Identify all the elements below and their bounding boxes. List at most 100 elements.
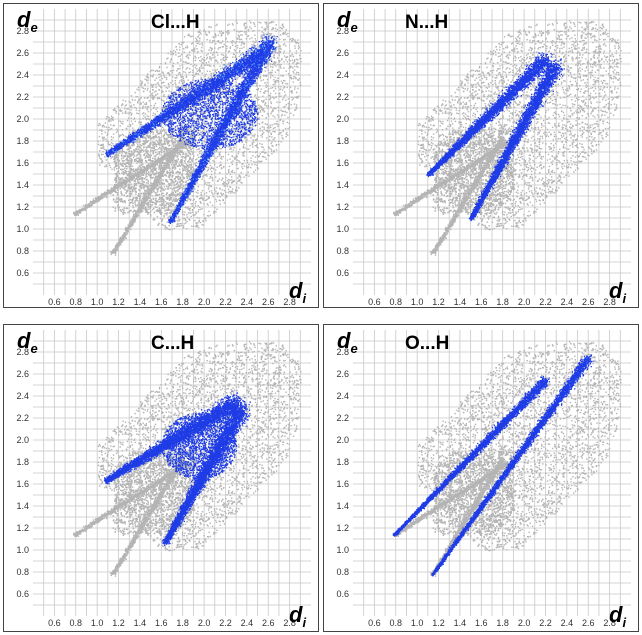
data-point xyxy=(166,134,167,135)
data-point xyxy=(115,210,116,211)
data-point xyxy=(181,156,182,157)
data-point xyxy=(149,144,150,145)
data-point xyxy=(191,159,192,160)
y-tick-label: 2.4 xyxy=(16,70,29,80)
data-point xyxy=(139,186,140,187)
data-point xyxy=(187,178,188,179)
data-point xyxy=(189,176,190,177)
data-point xyxy=(144,140,145,141)
data-point xyxy=(175,140,176,141)
y-tick-label: 1.4 xyxy=(16,180,29,190)
data-point xyxy=(277,78,278,79)
data-point xyxy=(145,212,146,213)
data-point xyxy=(148,181,149,182)
data-point xyxy=(146,173,147,174)
data-point xyxy=(143,106,144,107)
data-point xyxy=(137,144,138,145)
data-point xyxy=(139,152,140,153)
data-point xyxy=(173,199,174,200)
data-point xyxy=(154,174,155,175)
data-point xyxy=(267,85,268,86)
data-point xyxy=(129,179,130,180)
data-point xyxy=(217,196,218,197)
data-point xyxy=(123,157,124,158)
data-point xyxy=(140,80,141,81)
data-point xyxy=(185,170,186,171)
data-point xyxy=(105,165,106,166)
data-point xyxy=(119,207,120,208)
data-point xyxy=(253,141,254,142)
data-point xyxy=(180,143,181,144)
data-point xyxy=(168,176,169,177)
data-point xyxy=(128,184,129,185)
data-point xyxy=(202,73,203,74)
data-point xyxy=(164,169,165,170)
data-point xyxy=(300,61,301,62)
data-point xyxy=(230,46,231,47)
data-point xyxy=(232,40,233,41)
data-point xyxy=(145,209,146,210)
data-point xyxy=(116,250,117,251)
data-point xyxy=(177,149,178,150)
data-point xyxy=(121,194,122,195)
data-point xyxy=(253,171,254,172)
data-point xyxy=(169,172,170,173)
data-point xyxy=(132,205,133,206)
data-point xyxy=(264,104,265,105)
data-point xyxy=(183,178,184,179)
data-point xyxy=(155,135,156,136)
data-point xyxy=(150,214,151,215)
data-point xyxy=(161,179,162,180)
data-point xyxy=(157,164,158,165)
data-point xyxy=(193,152,194,153)
data-point xyxy=(151,186,152,187)
data-point xyxy=(137,96,138,97)
data-point xyxy=(82,210,83,211)
data-point xyxy=(178,74,179,75)
data-point xyxy=(147,147,148,148)
data-point xyxy=(175,195,176,196)
data-point xyxy=(167,217,168,218)
data-point xyxy=(169,151,170,152)
data-point xyxy=(165,205,166,206)
data-point xyxy=(127,190,128,191)
data-point xyxy=(126,168,127,169)
data-point xyxy=(185,162,186,163)
data-point xyxy=(118,183,119,184)
data-point xyxy=(99,196,100,197)
data-point xyxy=(155,177,156,178)
data-point xyxy=(182,76,183,77)
data-point xyxy=(93,198,94,199)
data-point xyxy=(126,113,127,114)
data-point xyxy=(162,198,163,199)
data-point xyxy=(76,212,77,213)
data-point xyxy=(134,155,135,156)
data-point xyxy=(147,135,148,136)
data-point xyxy=(117,190,118,191)
data-point xyxy=(128,200,129,201)
data-point xyxy=(159,138,160,139)
data-point xyxy=(219,42,220,43)
data-point xyxy=(262,136,263,137)
data-point xyxy=(129,176,130,177)
data-point xyxy=(216,209,217,210)
data-point xyxy=(146,170,147,171)
data-point xyxy=(162,193,163,194)
data-point xyxy=(137,205,138,206)
data-point xyxy=(115,178,116,179)
data-point xyxy=(173,172,174,173)
x-tick-label: 1.8 xyxy=(176,297,189,307)
data-point xyxy=(127,212,128,213)
data-point xyxy=(125,155,126,156)
data-point xyxy=(287,87,288,88)
data-point xyxy=(166,77,167,78)
data-point xyxy=(171,156,172,157)
data-point xyxy=(148,212,149,213)
data-point xyxy=(153,184,154,185)
data-point xyxy=(119,244,120,245)
data-point xyxy=(154,212,155,213)
data-point xyxy=(157,194,158,195)
data-point xyxy=(142,187,143,188)
data-point xyxy=(156,154,157,155)
